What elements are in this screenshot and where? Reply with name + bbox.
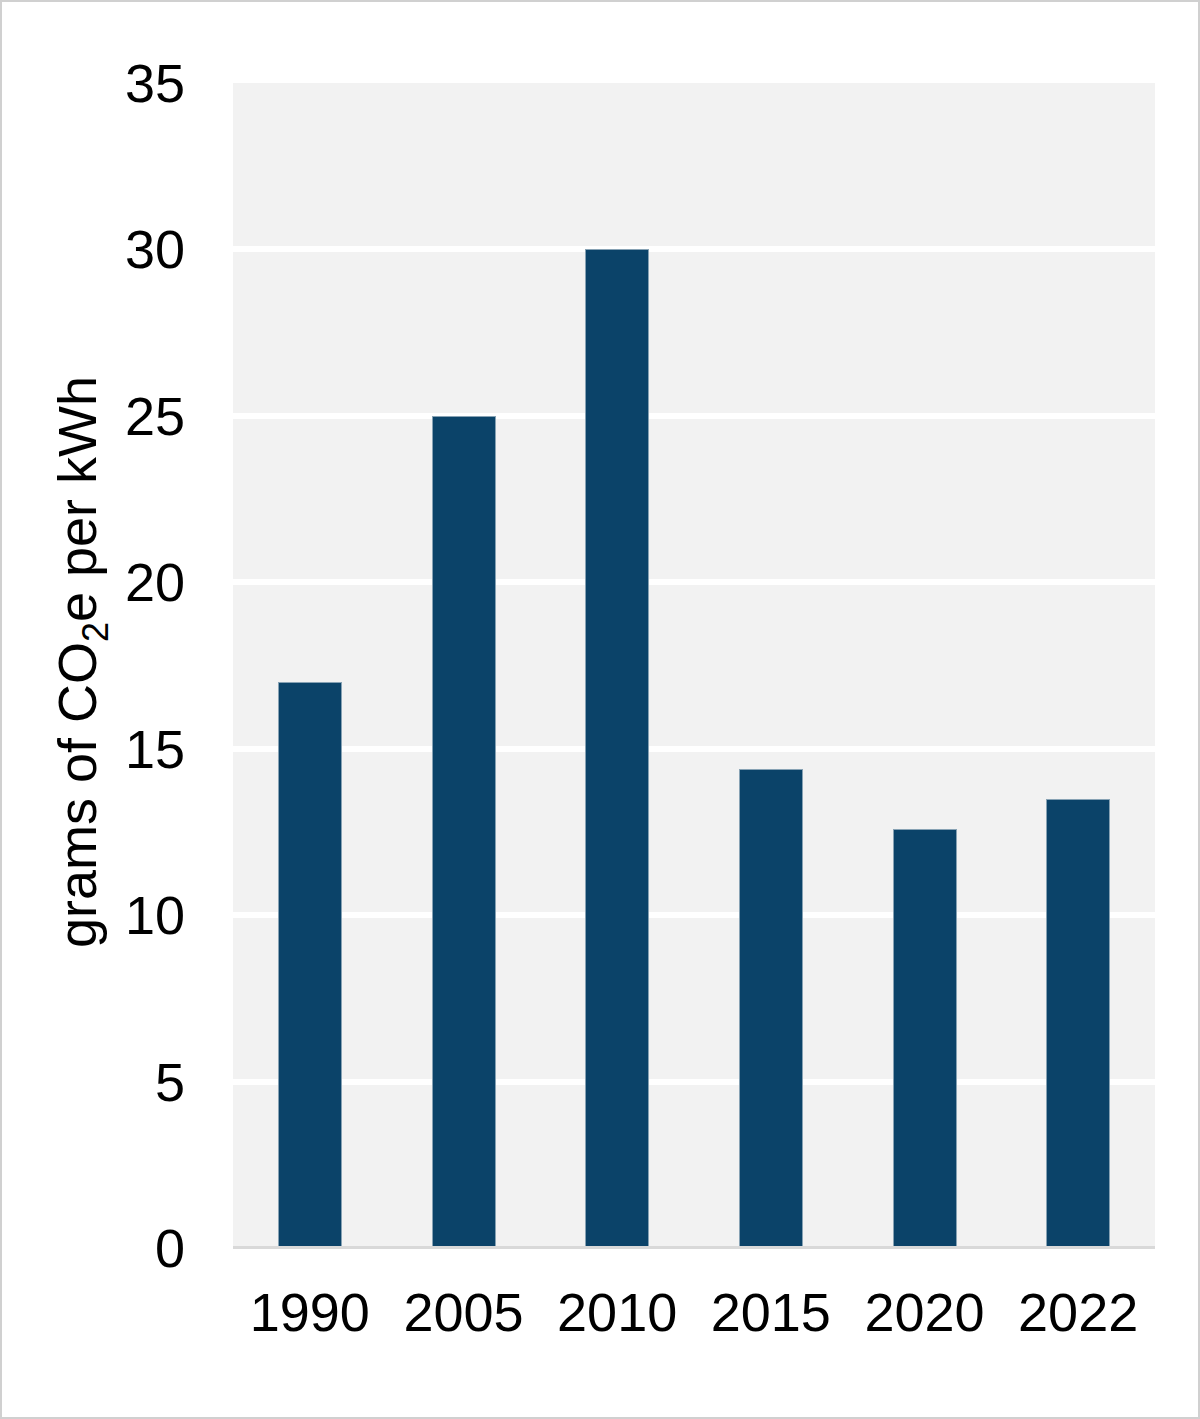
bar-2020	[893, 829, 957, 1248]
gridline-5	[233, 1079, 1155, 1085]
y-axis-tick-labels: 05101520253035	[2, 83, 185, 1248]
bar-2022	[1046, 799, 1110, 1248]
gridline-30	[233, 246, 1155, 252]
y-axis-tick-label-10: 10	[2, 888, 185, 942]
gridline-25	[233, 413, 1155, 419]
gridline-10	[233, 912, 1155, 918]
bar-2010	[585, 249, 649, 1248]
plot-area	[233, 83, 1155, 1248]
bar-2015	[739, 769, 803, 1248]
x-axis-tick-label-2020: 2020	[864, 1285, 984, 1339]
gridline-20	[233, 579, 1155, 585]
y-axis-tick-label-20: 20	[2, 555, 185, 609]
y-axis-tick-label-30: 30	[2, 222, 185, 276]
y-axis-tick-label-15: 15	[2, 722, 185, 776]
x-axis-tick-label-2005: 2005	[403, 1285, 523, 1339]
bar-2005	[432, 416, 496, 1248]
x-axis-tick-labels: 1990 2005 2010 2015 2020 2022	[233, 1285, 1155, 1355]
y-axis-tick-label-25: 25	[2, 389, 185, 443]
chart-figure: grams of CO2e per kWh 05101520253035 199…	[0, 0, 1200, 1419]
y-axis-tick-label-35: 35	[2, 56, 185, 110]
x-axis-tick-label-2010: 2010	[557, 1285, 677, 1339]
x-axis-tick-label-2022: 2022	[1018, 1285, 1138, 1339]
y-axis-tick-label-5: 5	[2, 1055, 185, 1109]
bar-1990	[278, 682, 342, 1248]
x-axis-line	[233, 1246, 1155, 1249]
x-axis-tick-label-1990: 1990	[250, 1285, 370, 1339]
y-axis-tick-label-0: 0	[2, 1221, 185, 1275]
gridline-15	[233, 746, 1155, 752]
x-axis-tick-label-2015: 2015	[711, 1285, 831, 1339]
